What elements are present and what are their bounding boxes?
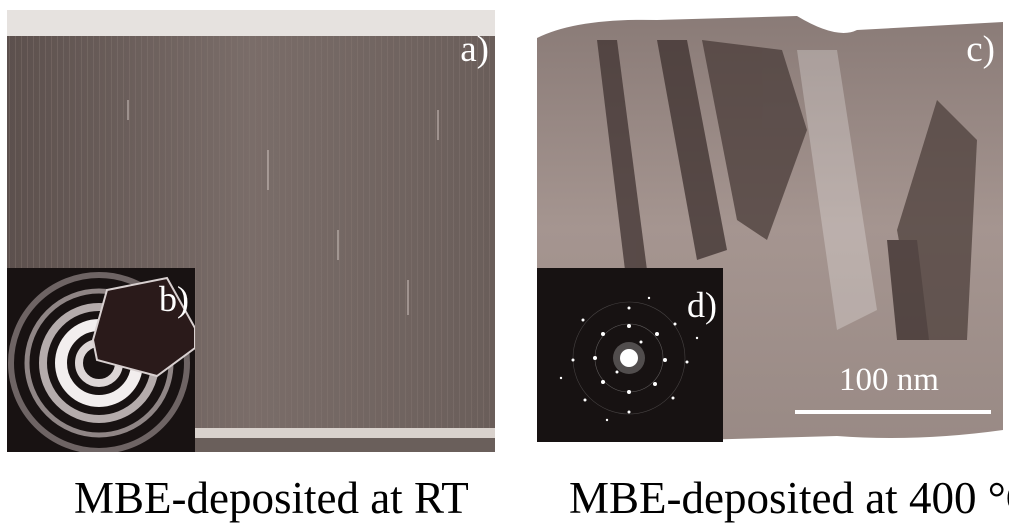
caption-rt: MBE-deposited at RT: [74, 473, 469, 523]
diffraction-inset-d: d): [537, 268, 723, 442]
tem-image-rt: a) b): [7, 10, 495, 452]
panel-label-b: b): [159, 279, 189, 319]
scale-bar-label: 100 nm: [839, 362, 939, 398]
panel-label-c: c): [966, 29, 995, 70]
tem-image-400c: c) 100 nm d): [537, 10, 1003, 442]
panel-label-d: d): [687, 285, 717, 325]
diffraction-inset-b: b): [7, 268, 195, 452]
caption-400c: MBE-deposited at 400 °C: [569, 473, 1009, 523]
scale-bar: [795, 410, 991, 414]
diffraction-spots-graphic: [537, 268, 723, 442]
panel-label-a: a): [460, 29, 489, 70]
diffraction-rings-graphic: [7, 268, 195, 452]
